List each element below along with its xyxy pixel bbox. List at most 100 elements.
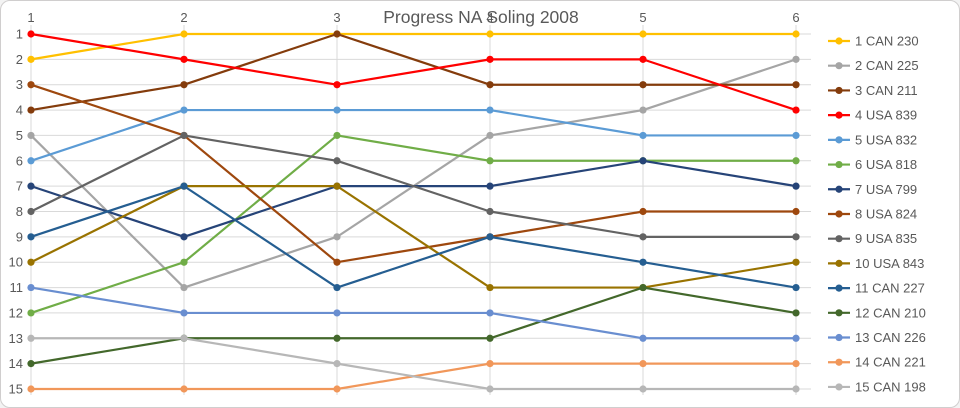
y-axis-label: 14 (9, 356, 23, 371)
legend-label: 9 USA 835 (855, 231, 917, 246)
legend-swatch-marker (835, 136, 843, 144)
legend-item-3[interactable]: 3 CAN 211 (828, 83, 918, 98)
series-marker-9 (792, 233, 800, 241)
series-line-10 (29, 185, 798, 289)
legend-label: 4 USA 839 (855, 108, 917, 123)
legend-item-2[interactable]: 2 CAN 225 (828, 58, 919, 73)
series-marker-12 (486, 334, 494, 342)
series-marker-12 (333, 334, 341, 342)
legend-item-14[interactable]: 14 CAN 221 (828, 355, 926, 370)
legend-swatch-marker (835, 259, 843, 267)
series-marker-3 (486, 81, 494, 89)
series-marker-3 (180, 81, 188, 89)
legend-item-7[interactable]: 7 USA 799 (828, 182, 917, 197)
legend-item-8[interactable]: 8 USA 824 (828, 206, 917, 221)
legend-swatch-marker (835, 185, 843, 193)
series-marker-9 (333, 157, 341, 165)
series-marker-9 (486, 207, 494, 216)
y-axis-label: 3 (16, 77, 23, 92)
legend-swatch-marker (835, 210, 843, 218)
series-marker-4 (486, 55, 494, 63)
series-marker-3 (27, 106, 35, 114)
series-marker-14 (27, 385, 35, 393)
series-marker-3 (333, 30, 341, 38)
series-marker-13 (27, 283, 35, 292)
series-marker-10 (792, 258, 800, 266)
legend-label: 10 USA 843 (855, 256, 924, 271)
series-marker-4 (27, 30, 35, 38)
legend-label: 11 CAN 227 (855, 281, 925, 296)
series-marker-1 (180, 30, 188, 38)
series-marker-6 (27, 309, 35, 317)
legend-swatch-marker (835, 160, 843, 169)
y-axis-label: 11 (10, 280, 24, 295)
legend-item-6[interactable]: 6 USA 818 (828, 157, 917, 172)
y-axis-label: 9 (16, 229, 23, 244)
series-marker-11 (486, 233, 494, 241)
series-line-13 (29, 286, 798, 340)
series-marker-9 (180, 131, 188, 140)
series-marker-10 (486, 283, 494, 292)
series-marker-15 (792, 385, 800, 393)
y-axis-label: 6 (16, 153, 23, 168)
series-marker-1 (639, 30, 647, 38)
y-axis-label: 5 (16, 128, 23, 143)
series-marker-5 (792, 131, 800, 140)
legend-item-4[interactable]: 4 USA 839 (828, 108, 917, 123)
series-marker-5 (639, 131, 647, 140)
series-line-3 (29, 32, 798, 112)
legend-item-1[interactable]: 1 CAN 230 (828, 34, 919, 49)
legend-label: 15 CAN 198 (855, 379, 926, 394)
series-marker-1 (27, 55, 35, 63)
series-marker-14 (639, 360, 647, 368)
x-axis-label: 2 (180, 10, 187, 25)
legend-item-11[interactable]: 11 CAN 227 (828, 281, 925, 296)
series-marker-11 (27, 233, 35, 241)
series-marker-2 (486, 131, 494, 140)
series-marker-10 (27, 258, 35, 266)
legend-item-10[interactable]: 10 USA 843 (828, 256, 924, 271)
series-marker-7 (639, 157, 647, 165)
series-marker-14 (792, 360, 800, 368)
series-marker-11 (639, 258, 647, 266)
legend-item-15[interactable]: 15 CAN 198 (828, 379, 926, 394)
legend-swatch-marker (835, 86, 843, 95)
series-marker-6 (180, 258, 188, 266)
legend-item-13[interactable]: 13 CAN 226 (828, 330, 926, 345)
series-marker-7 (486, 182, 494, 190)
series-marker-9 (639, 233, 647, 241)
series-marker-6 (792, 157, 800, 165)
series-marker-8 (333, 258, 341, 266)
legend-item-5[interactable]: 5 USA 832 (828, 132, 917, 147)
legend-swatch-marker (835, 333, 843, 342)
series-marker-2 (27, 131, 35, 140)
series-marker-2 (792, 55, 800, 63)
series-marker-8 (639, 207, 647, 216)
series-marker-14 (180, 385, 188, 393)
x-axis-label: 5 (639, 10, 646, 25)
series-marker-13 (180, 309, 188, 317)
series-marker-2 (180, 283, 188, 292)
legend-item-12[interactable]: 12 CAN 210 (828, 305, 926, 320)
series-marker-15 (639, 385, 647, 393)
series-marker-12 (27, 360, 35, 368)
legend-label: 14 CAN 221 (855, 355, 926, 370)
series-marker-6 (333, 131, 341, 140)
y-axis-label: 4 (16, 103, 23, 118)
x-axis-label: 1 (27, 10, 34, 25)
series-marker-5 (333, 106, 341, 114)
series-line-1 (29, 32, 798, 61)
series-marker-2 (333, 233, 341, 241)
x-axis-label: 6 (792, 10, 799, 25)
series-marker-15 (333, 360, 341, 368)
legend-item-9[interactable]: 9 USA 835 (828, 231, 917, 246)
series-marker-10 (333, 182, 341, 190)
legend-swatch-marker (835, 62, 843, 70)
series-line-11 (29, 185, 798, 289)
series-marker-11 (792, 283, 800, 292)
series-marker-11 (333, 283, 341, 292)
series-marker-15 (486, 385, 494, 393)
series-marker-5 (180, 106, 188, 114)
